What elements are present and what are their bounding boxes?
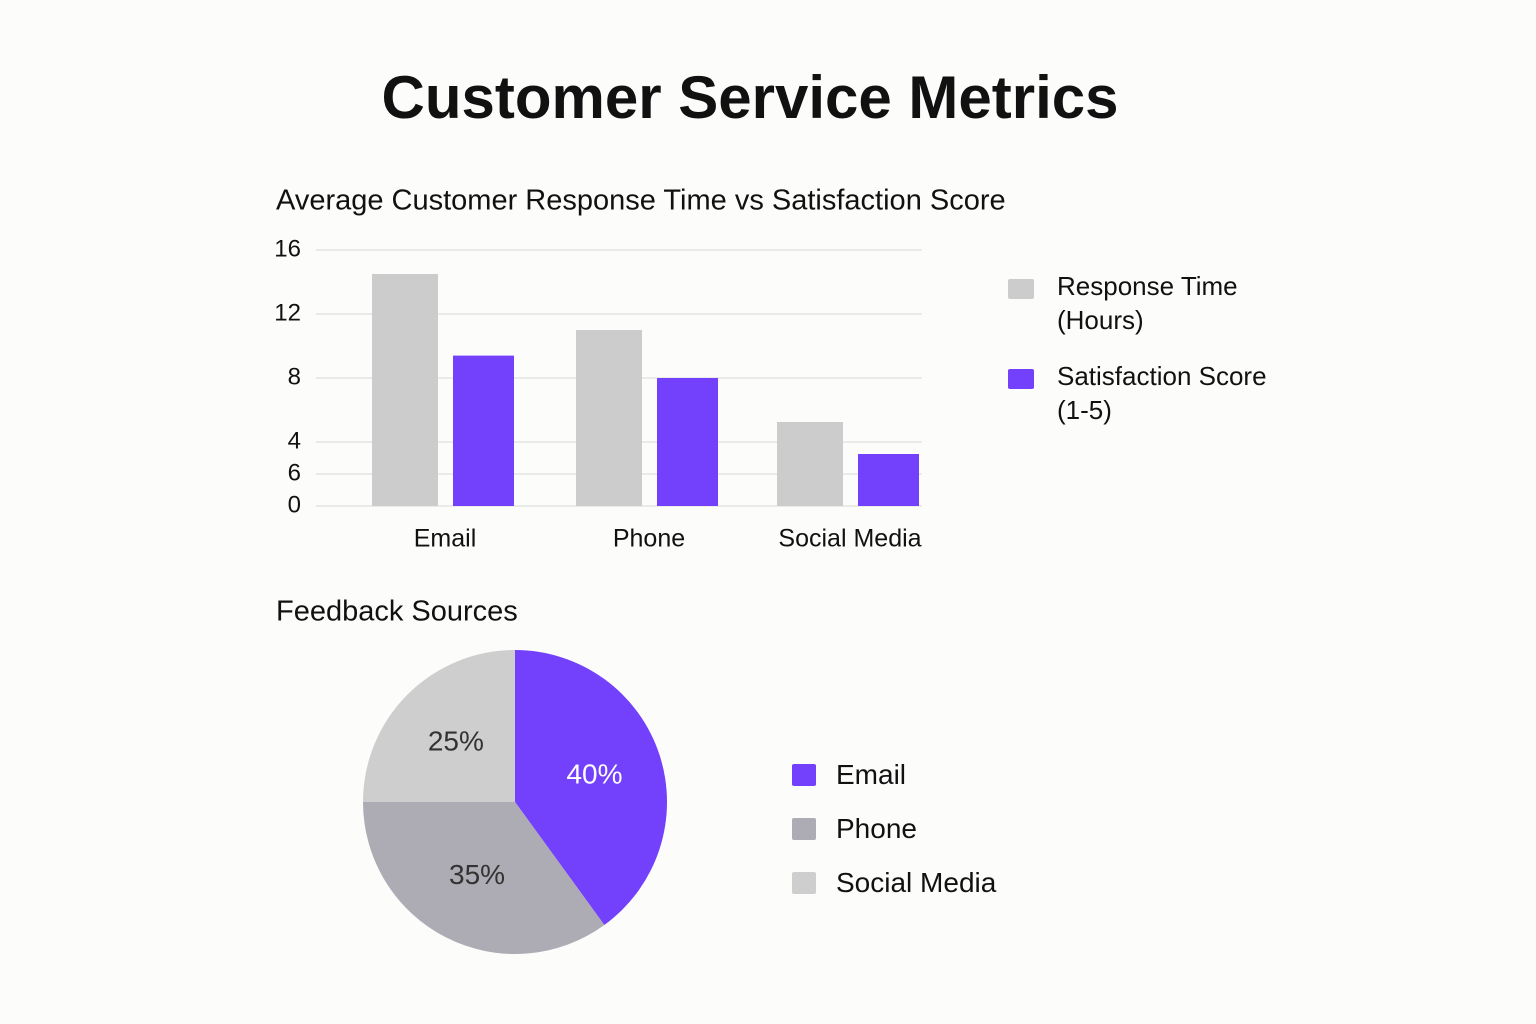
bar (777, 422, 843, 506)
bar (576, 330, 642, 506)
x-tick-label: Social Media (778, 525, 921, 553)
slice-label: 40% (566, 759, 622, 790)
pie-slice (515, 650, 668, 925)
pie-slice (363, 650, 515, 802)
bar (453, 355, 514, 506)
y-tick-label: 12 (274, 299, 301, 326)
x-tick-label: Email (414, 525, 477, 553)
bar-chart-title: Average Customer Response Time vs Satisf… (276, 185, 1006, 217)
legend-swatch (1008, 279, 1034, 299)
bar (858, 454, 919, 506)
legend-label: Social Media (836, 867, 997, 898)
legend-swatch (792, 764, 816, 786)
legend-label: Phone (836, 813, 917, 844)
y-tick-label: 6 (288, 459, 301, 486)
y-tick-label: 8 (288, 363, 301, 390)
bar (657, 378, 718, 506)
slice-label: 25% (428, 725, 484, 756)
pie-chart-title: Feedback Sources (276, 596, 518, 628)
legend-label: Email (836, 759, 907, 790)
y-tick-label: 16 (274, 235, 301, 262)
legend-swatch (792, 818, 816, 840)
legend-swatch (792, 872, 816, 894)
y-tick-label: 0 (288, 491, 301, 518)
legend-swatch (1008, 369, 1034, 389)
legend-label: Response Time (Hours) (1057, 271, 1238, 335)
y-tick-label: 4 (288, 427, 301, 454)
pie-slice (363, 802, 605, 955)
legend-label: Satisfaction Score (1-5) (1057, 361, 1267, 425)
page-title: Customer Service Metrics (382, 64, 1119, 131)
bar (372, 274, 438, 506)
slice-label: 35% (449, 859, 505, 890)
x-tick-label: Phone (613, 525, 685, 553)
